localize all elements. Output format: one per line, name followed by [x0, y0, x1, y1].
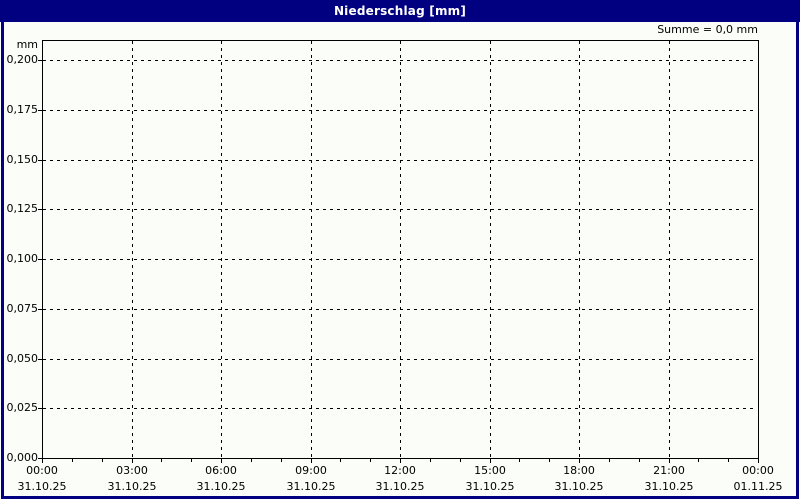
plot-area [38, 40, 759, 463]
plot-border [42, 40, 759, 459]
window-title-bar[interactable]: Niederschlag [mm] [0, 0, 800, 22]
chart-content: Summe = 0,0 mm mm 0,000 0,025 0,050 0,075 0,… [4, 22, 796, 496]
sum-annotation: Summe = 0,0 mm [657, 23, 758, 36]
window-title: Niederschlag [mm] [333, 4, 467, 18]
y-axis-unit-label: mm [16, 38, 38, 51]
window-frame: Summe = 0,0 mm mm 0,000 0,025 0,050 0,075 0,… [1, 22, 799, 499]
